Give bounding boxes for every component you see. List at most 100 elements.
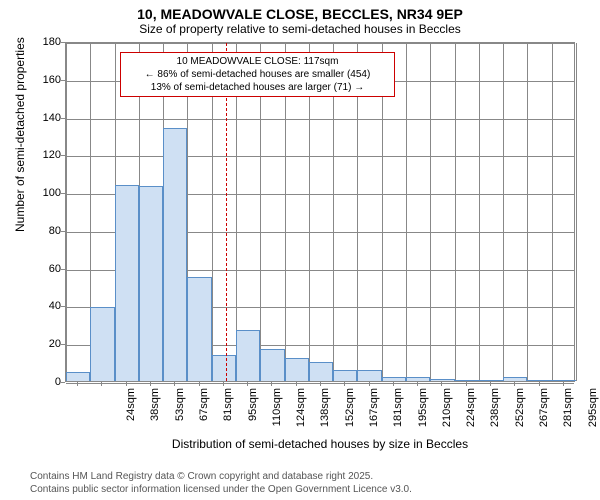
annotation-line: 13% of semi-detached houses are larger (… [125, 81, 390, 94]
grid-line-horizontal [66, 43, 574, 44]
y-tick-mark [61, 344, 65, 345]
histogram-bar [333, 370, 357, 381]
y-tick-label: 0 [35, 376, 61, 388]
grid-line-vertical [479, 43, 480, 381]
grid-line-vertical [406, 43, 407, 381]
x-tick-label: 210sqm [441, 388, 453, 438]
y-tick-label: 180 [35, 36, 61, 48]
y-tick-mark [61, 231, 65, 232]
histogram-bar [212, 355, 236, 381]
y-tick-mark [61, 382, 65, 383]
x-tick-label: 124sqm [295, 388, 307, 438]
x-tick-label: 110sqm [271, 388, 283, 438]
grid-line-horizontal [66, 156, 574, 157]
x-tick-label: 224sqm [465, 388, 477, 438]
x-tick-mark [199, 382, 200, 386]
x-tick-mark [126, 382, 127, 386]
x-tick-label: 152sqm [344, 388, 356, 438]
grid-line-vertical [527, 43, 528, 381]
histogram-bar [382, 377, 406, 381]
histogram-bar [455, 380, 479, 381]
annotation-line: ← 86% of semi-detached houses are smalle… [125, 68, 390, 81]
histogram-bar [527, 380, 551, 381]
histogram-bar [309, 362, 333, 381]
x-tick-mark [101, 382, 102, 386]
x-tick-mark [466, 382, 467, 386]
x-tick-mark [393, 382, 394, 386]
y-tick-label: 140 [35, 112, 61, 124]
x-tick-mark [344, 382, 345, 386]
histogram-bar [552, 380, 576, 381]
y-tick-mark [61, 80, 65, 81]
x-tick-mark [77, 382, 78, 386]
histogram-bar [66, 372, 90, 381]
x-tick-mark [271, 382, 272, 386]
x-tick-mark [490, 382, 491, 386]
footer-line: Contains public sector information licen… [30, 483, 412, 496]
y-tick-label: 40 [35, 300, 61, 312]
x-tick-mark [417, 382, 418, 386]
y-tick-label: 80 [35, 225, 61, 237]
x-tick-mark [150, 382, 151, 386]
histogram-bar [163, 128, 187, 381]
y-tick-mark [61, 118, 65, 119]
grid-line-vertical [552, 43, 553, 381]
grid-line-vertical [66, 43, 67, 381]
footer-line: Contains HM Land Registry data © Crown c… [30, 470, 412, 483]
y-tick-label: 20 [35, 338, 61, 350]
histogram-bar [430, 379, 454, 381]
chart-title: 10, MEADOWVALE CLOSE, BECCLES, NR34 9EP [0, 0, 600, 22]
x-tick-mark [563, 382, 564, 386]
histogram-bar [260, 349, 284, 381]
x-tick-label: 167sqm [368, 388, 380, 438]
histogram-bar [236, 330, 260, 381]
y-tick-label: 60 [35, 263, 61, 275]
histogram-bar [406, 377, 430, 381]
grid-line-vertical [503, 43, 504, 381]
x-tick-mark [174, 382, 175, 386]
x-tick-label: 24sqm [125, 388, 137, 438]
x-tick-mark [514, 382, 515, 386]
grid-line-vertical [576, 43, 577, 381]
x-tick-mark [539, 382, 540, 386]
y-tick-mark [61, 42, 65, 43]
x-tick-label: 95sqm [247, 388, 259, 438]
histogram-bar [285, 358, 309, 381]
y-tick-label: 120 [35, 149, 61, 161]
x-tick-mark [223, 382, 224, 386]
x-tick-mark [296, 382, 297, 386]
x-tick-label: 267sqm [538, 388, 550, 438]
x-tick-label: 53sqm [174, 388, 186, 438]
x-tick-mark [369, 382, 370, 386]
y-tick-label: 100 [35, 187, 61, 199]
x-tick-label: 138sqm [319, 388, 331, 438]
x-tick-label: 81sqm [222, 388, 234, 438]
x-tick-mark [441, 382, 442, 386]
y-tick-label: 160 [35, 74, 61, 86]
annotation-line: 10 MEADOWVALE CLOSE: 117sqm [125, 55, 390, 68]
chart-subtitle: Size of property relative to semi-detach… [0, 22, 600, 40]
histogram-bar [503, 377, 527, 381]
footer-attribution: Contains HM Land Registry data © Crown c… [30, 470, 412, 496]
x-tick-label: 67sqm [198, 388, 210, 438]
grid-line-horizontal [66, 119, 574, 120]
y-axis-label: Number of semi-detached properties [13, 192, 27, 232]
x-tick-label: 181sqm [392, 388, 404, 438]
annotation-box: 10 MEADOWVALE CLOSE: 117sqm ← 86% of sem… [120, 52, 395, 97]
histogram-bar [139, 186, 163, 381]
histogram-bar [90, 307, 114, 381]
y-tick-mark [61, 269, 65, 270]
histogram-bar [187, 277, 211, 381]
y-tick-mark [61, 155, 65, 156]
x-tick-label: 238sqm [489, 388, 501, 438]
x-tick-label: 281sqm [562, 388, 574, 438]
histogram-bar [115, 185, 139, 381]
x-tick-label: 38sqm [149, 388, 161, 438]
x-tick-label: 295sqm [587, 388, 599, 438]
histogram-bar [357, 370, 381, 381]
y-tick-mark [61, 306, 65, 307]
grid-line-vertical [430, 43, 431, 381]
x-tick-label: 252sqm [514, 388, 526, 438]
x-tick-label: 195sqm [417, 388, 429, 438]
x-tick-mark [247, 382, 248, 386]
